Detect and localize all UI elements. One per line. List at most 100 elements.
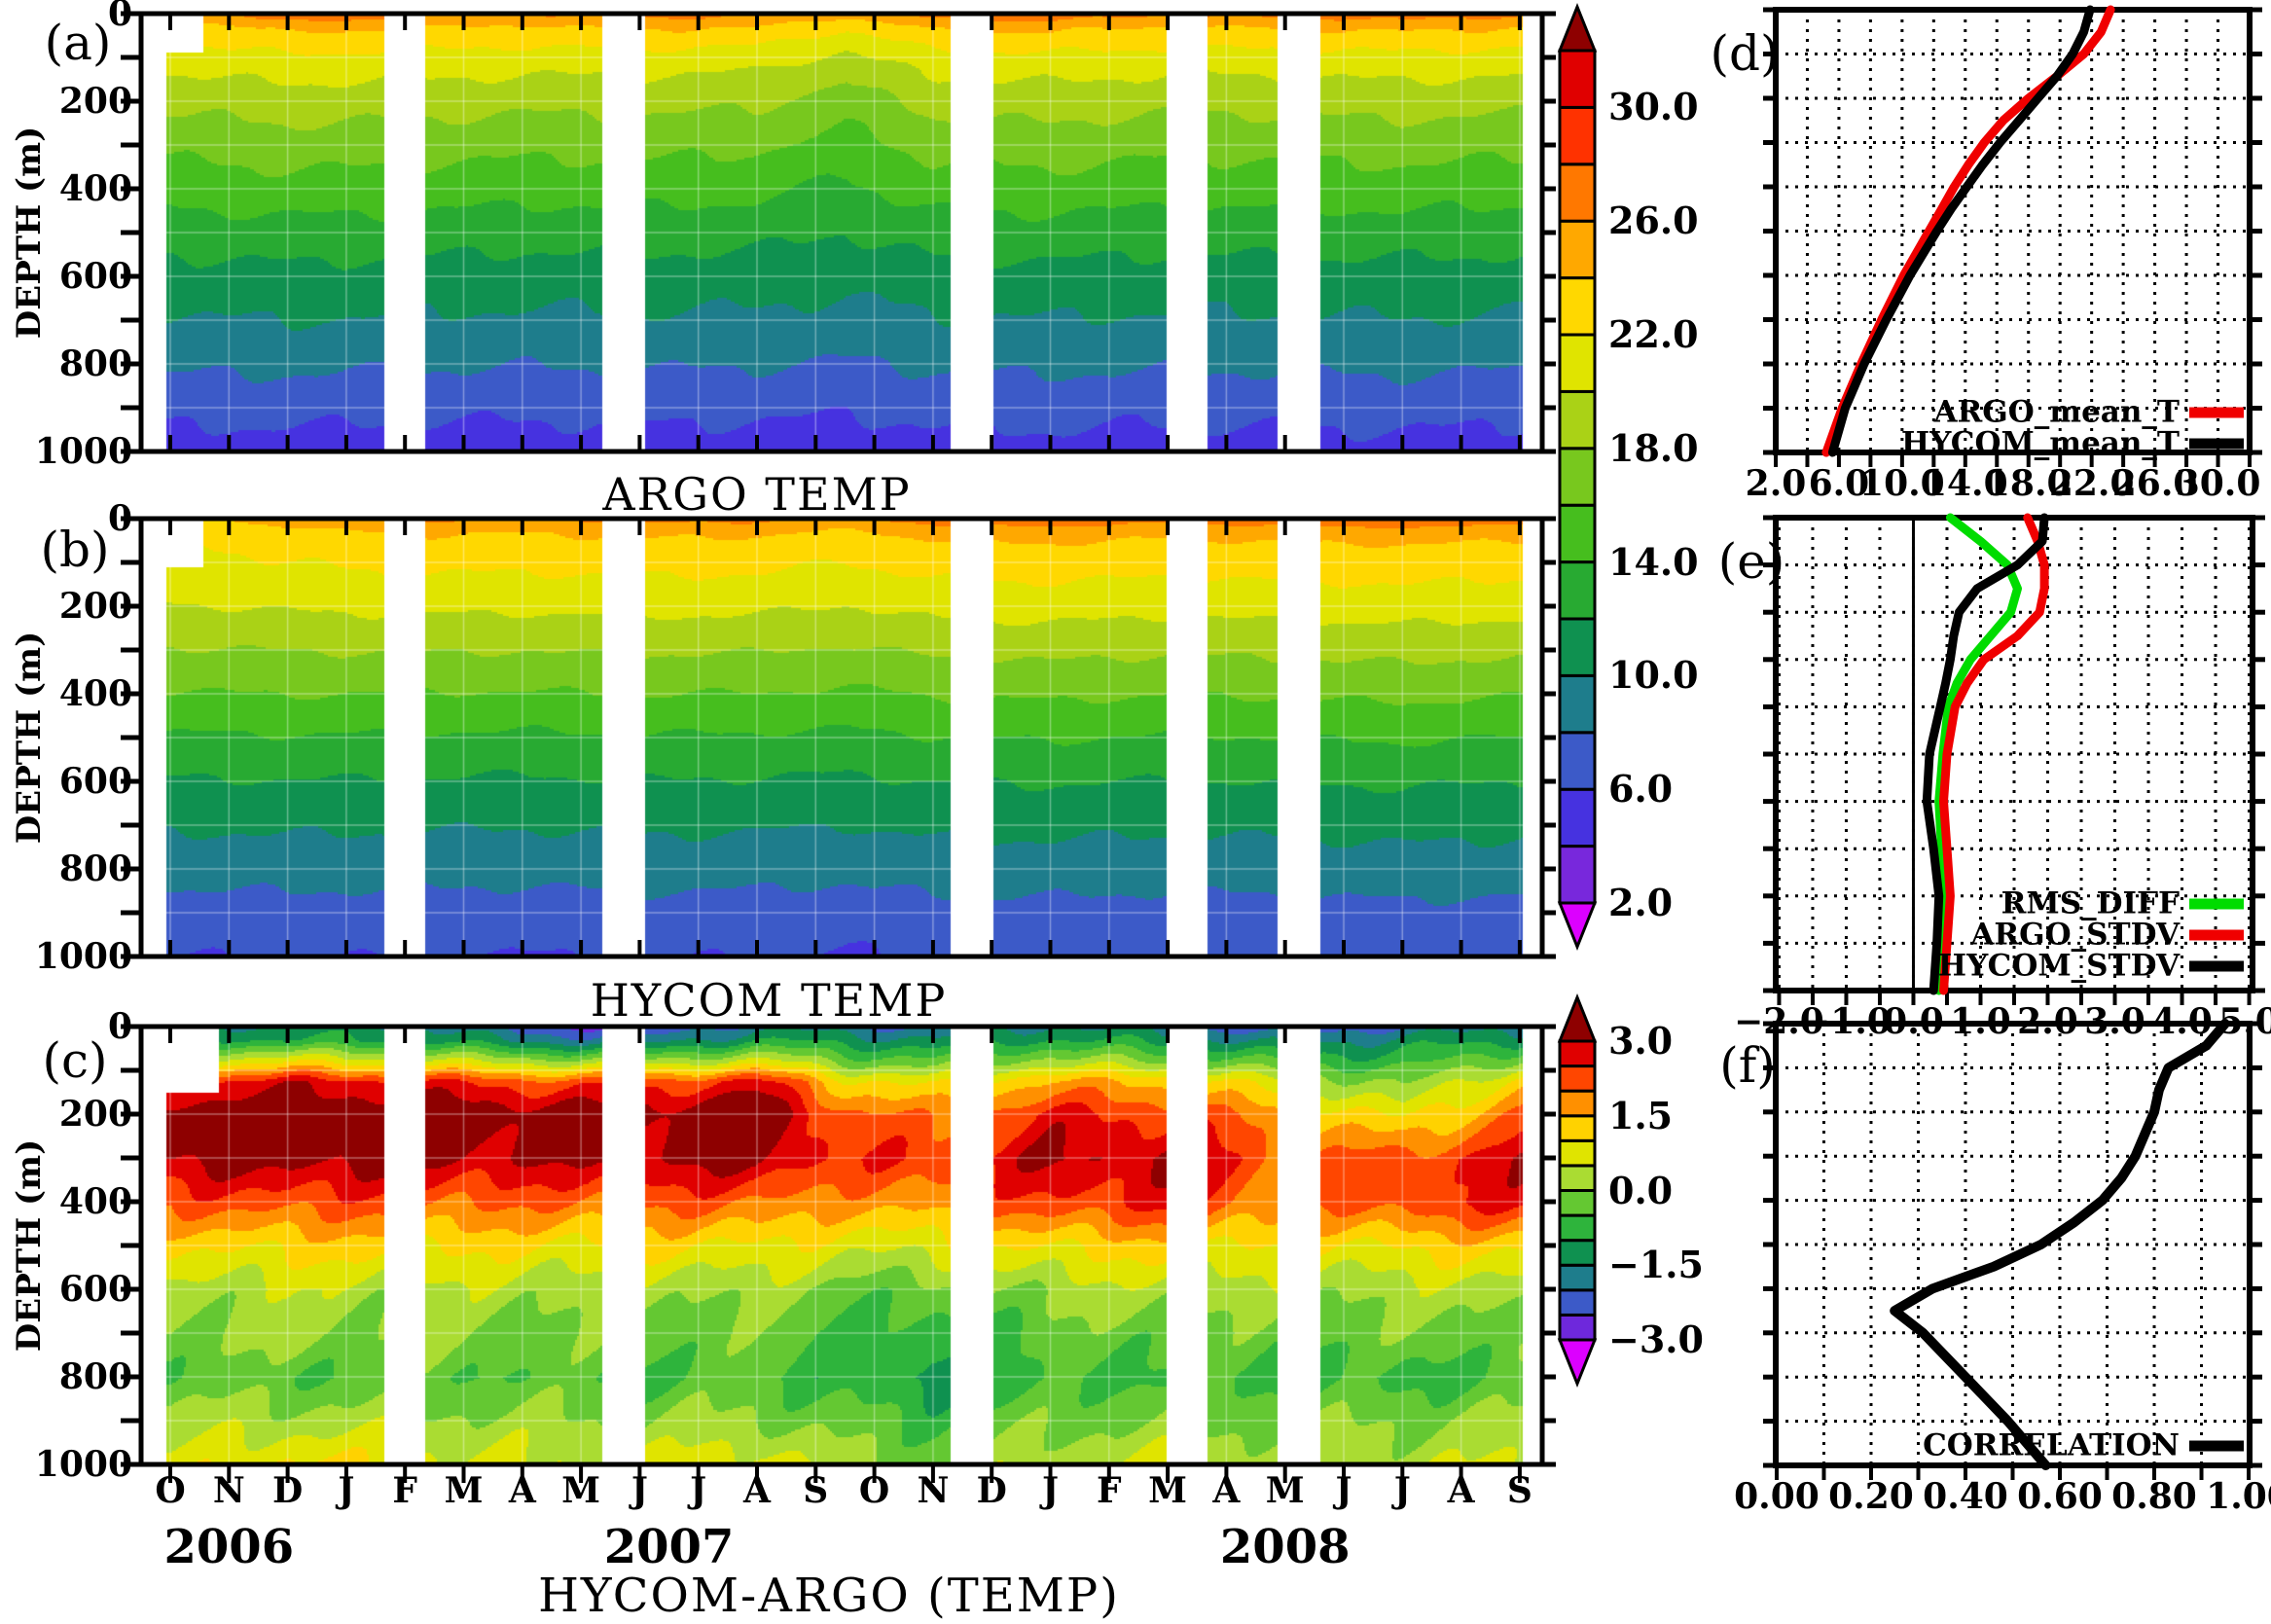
legend-label-RMS_DIFF: RMS_DIFF xyxy=(2001,885,2180,921)
depth-tick-label: 400 xyxy=(58,168,132,209)
curve-CORRELATION xyxy=(1890,1019,2230,1470)
depth-tick-label: 600 xyxy=(58,761,132,802)
colorbar-temp-box xyxy=(1558,49,1597,109)
contour-panel-argo-temp xyxy=(141,14,1542,451)
month-label: A xyxy=(1447,1470,1475,1511)
colorbar-temp-label: 18.0 xyxy=(1608,425,1699,470)
contour-panel-hycom-minus-argo xyxy=(141,1027,1542,1464)
xtick-label-f: 0.80 xyxy=(2111,1476,2197,1517)
xtick-label-f: 0.20 xyxy=(1828,1476,1914,1517)
month-label: N xyxy=(212,1470,245,1511)
colorbar-diff-box xyxy=(1558,1164,1597,1192)
depth-axis-label-b: DEPTH (m) xyxy=(10,631,49,845)
curve-HYCOM_mean_T xyxy=(1827,5,2095,457)
depth-tick-label: 0 xyxy=(107,1006,132,1047)
curve-ARGO_STDV xyxy=(1939,513,2049,995)
curve-HYCOM_STDV xyxy=(1922,513,2049,995)
colorbar-diff-label: −3.0 xyxy=(1608,1317,1704,1361)
depth-tick-label: 0 xyxy=(107,0,132,34)
colorbar-diff-box xyxy=(1558,1288,1597,1317)
xtick-label-f: 0.60 xyxy=(2017,1476,2103,1517)
xtick-label-e: 0.0 xyxy=(1883,1001,1944,1042)
depth-tick-label: 800 xyxy=(58,1356,132,1397)
colorbar-temp-arrow-above xyxy=(1557,2,1598,53)
month-label: O xyxy=(858,1470,890,1511)
colorbar-diff-box xyxy=(1558,1263,1597,1292)
colorbar-temp-box xyxy=(1558,845,1597,905)
month-label: M xyxy=(444,1470,484,1511)
title-hycom-temp: HYCOM TEMP xyxy=(590,974,948,1027)
month-label: J xyxy=(1393,1470,1411,1511)
depth-tick-label: 800 xyxy=(58,343,132,384)
month-label: O xyxy=(155,1470,186,1511)
xtick-label-f: 0.00 xyxy=(1734,1476,1820,1517)
colorbar-temp-box xyxy=(1558,731,1597,791)
colorbar-temp-label: 14.0 xyxy=(1608,539,1699,584)
colorbar-temp-box xyxy=(1558,503,1597,564)
xtick-label-e: −2.0 xyxy=(1734,1001,1824,1042)
colorbar-diff-label: 3.0 xyxy=(1608,1019,1674,1063)
colorbar-temp-label: 30.0 xyxy=(1608,85,1699,129)
depth-tick-label: 1000 xyxy=(34,1444,132,1485)
month-label: J xyxy=(690,1470,707,1511)
depth-tick-label: 600 xyxy=(58,256,132,297)
depth-tick-label: 200 xyxy=(58,1094,132,1135)
frame-panel-c xyxy=(138,1024,1545,1467)
frame-panel-b xyxy=(138,516,1545,959)
colorbar-diff-box xyxy=(1558,1213,1597,1243)
colorbar-temp-label: 6.0 xyxy=(1608,767,1674,812)
depth-tick-label: 400 xyxy=(58,1181,132,1222)
month-label: M xyxy=(1265,1470,1305,1511)
xtick-label-d: 26.0 xyxy=(2111,463,2198,504)
depth-tick-label: 800 xyxy=(58,848,132,889)
title-hycom-minus-argo: HYCOM-ARGO (TEMP) xyxy=(538,1569,1120,1623)
xtick-label-e: 1.0 xyxy=(1950,1001,2011,1042)
colorbar-temp-label: 26.0 xyxy=(1608,198,1699,243)
month-label: F xyxy=(392,1470,417,1511)
frame-panel-a xyxy=(138,11,1545,454)
colorbar-diff-arrow-below xyxy=(1557,1338,1598,1389)
month-label: D xyxy=(976,1470,1007,1511)
legend-label-ARGO_mean_T: ARGO_mean_T xyxy=(1933,394,2180,430)
xtick-label-d: 22.0 xyxy=(2048,463,2135,504)
month-label: M xyxy=(1148,1470,1188,1511)
panel-letter-e: (e) xyxy=(1717,533,1785,590)
month-label: J xyxy=(338,1470,355,1511)
colorbar-diff-box xyxy=(1558,1138,1597,1168)
xtick-label-f: 0.40 xyxy=(1923,1476,2008,1517)
panel-letter-d: (d) xyxy=(1710,25,1780,82)
panel-letter-c: (c) xyxy=(42,1032,108,1089)
colorbar-temp-box xyxy=(1558,560,1597,621)
colorbar-temp-arrow-below xyxy=(1557,901,1598,952)
depth-tick-label: 400 xyxy=(58,673,132,714)
colorbar-diff-label: 1.5 xyxy=(1608,1093,1674,1137)
month-label: N xyxy=(917,1470,950,1511)
month-label: J xyxy=(1041,1470,1060,1511)
panel-letter-a: (a) xyxy=(44,15,112,71)
xtick-label-e: −1.0 xyxy=(1801,1001,1892,1042)
month-label: D xyxy=(271,1470,304,1511)
panel-letter-f: (f) xyxy=(1719,1037,1776,1094)
month-label: A xyxy=(508,1470,536,1511)
legend-label-HYCOM_STDV: HYCOM_STDV xyxy=(1937,948,2180,984)
month-label: F xyxy=(1097,1470,1122,1511)
month-label: A xyxy=(1212,1470,1241,1511)
xtick-label-d: 10.0 xyxy=(1859,463,1945,504)
colorbar-temp-box xyxy=(1558,617,1597,677)
xtick-label-d: 6.0 xyxy=(1808,463,1870,504)
colorbar-temp-box xyxy=(1558,673,1597,735)
month-label: A xyxy=(743,1470,771,1511)
xtick-label-f: 1.00 xyxy=(2206,1476,2271,1517)
colorbar-diff-box xyxy=(1558,1114,1597,1142)
colorbar-temp-box xyxy=(1558,219,1597,280)
panel-letter-b: (b) xyxy=(40,522,110,578)
colorbar-diff-box xyxy=(1558,1089,1597,1118)
depth-tick-label: 600 xyxy=(58,1269,132,1310)
xtick-label-d: 18.0 xyxy=(1985,463,2072,504)
colorbar-temp-box xyxy=(1558,447,1597,507)
depth-tick-label: 200 xyxy=(58,586,132,627)
colorbar-temp-box xyxy=(1558,276,1597,337)
legend-label-ARGO_STDV: ARGO_STDV xyxy=(1970,917,2180,953)
month-label: J xyxy=(631,1470,648,1511)
